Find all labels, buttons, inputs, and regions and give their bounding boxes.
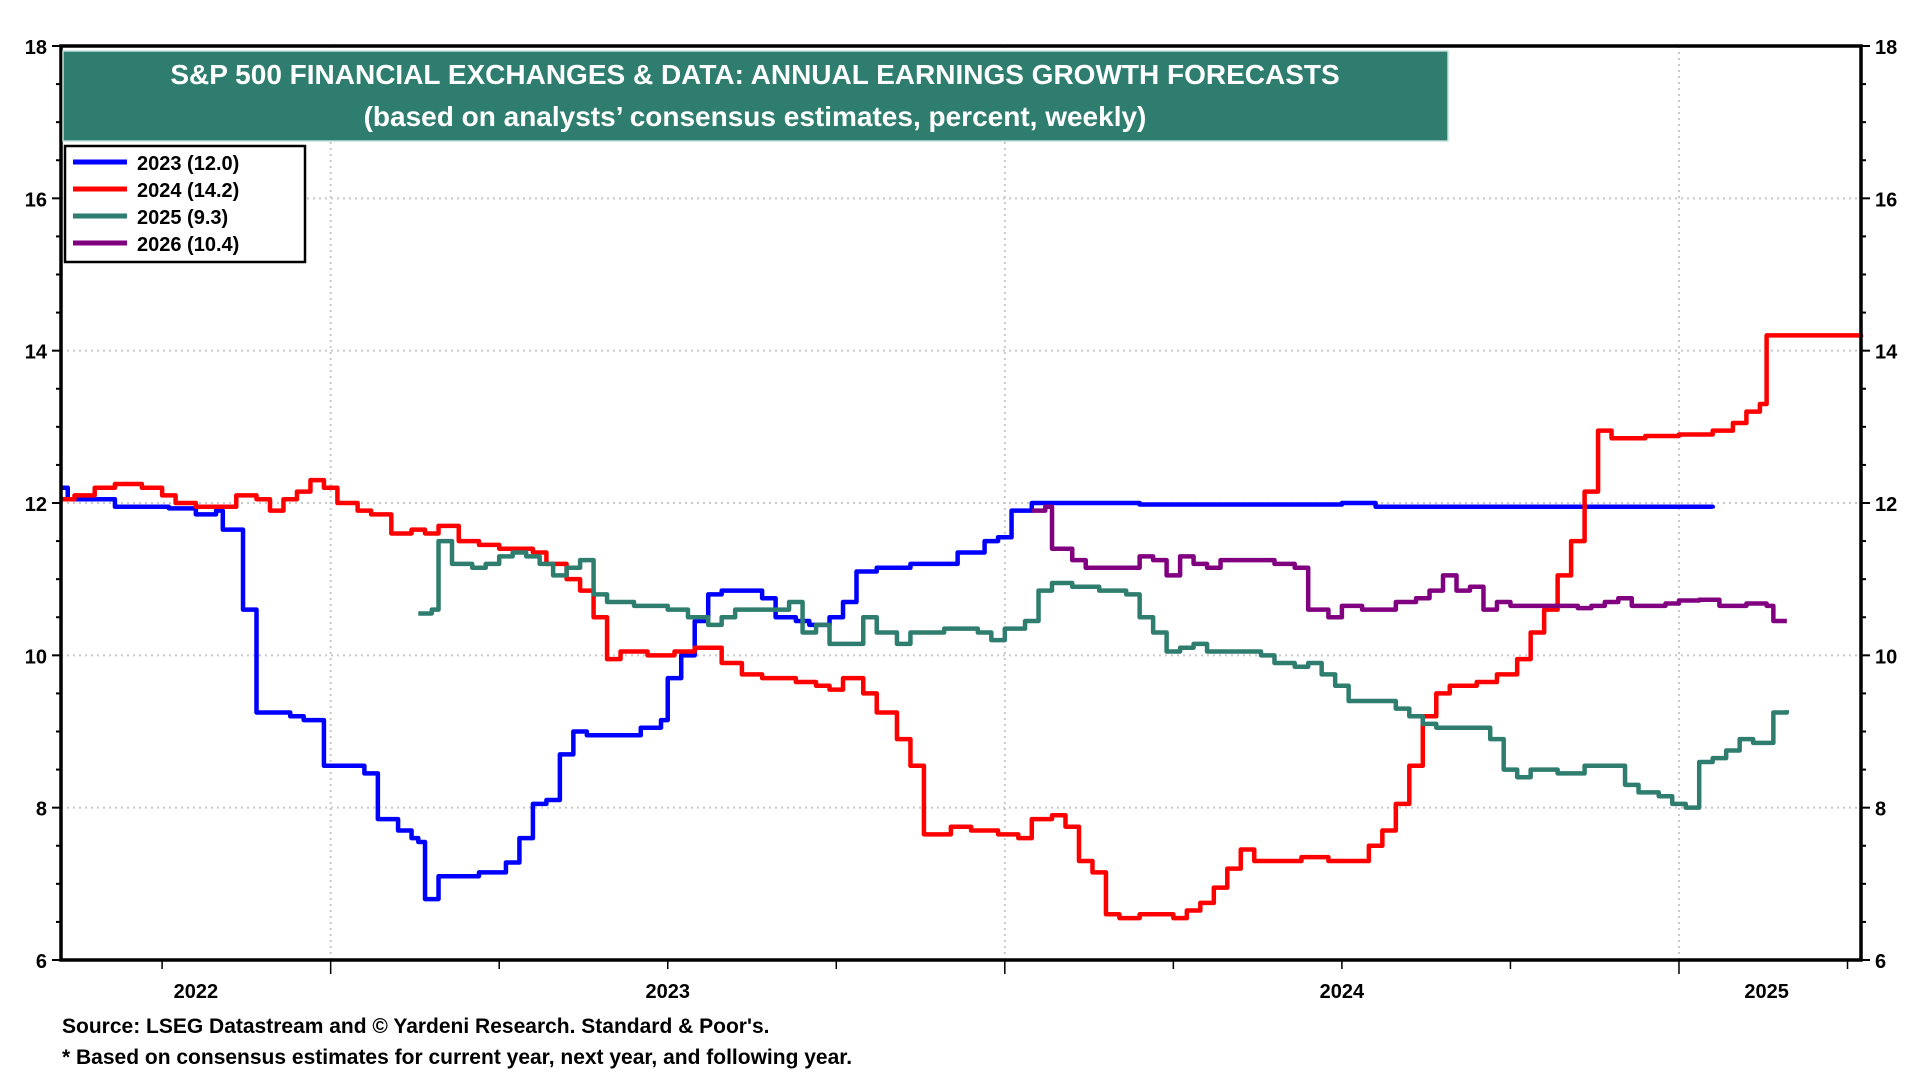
y-tick-label-right: 10 [1875, 646, 1897, 668]
series-lines [61, 333, 1864, 921]
y-axis-right: 6 8 10 12 14 16 18 [1861, 37, 1898, 973]
series-line-1 [61, 485, 1715, 902]
legend-label-3: 2025 (9.3) [137, 207, 228, 229]
y-tick-label-left: 16 [25, 189, 47, 211]
legend-label-1: 2023 (12.0) [137, 153, 239, 175]
y-tick-label-left: 8 [36, 799, 47, 821]
footnote: * Based on consensus estimates for curre… [62, 1046, 853, 1069]
y-tick-label-left: 10 [25, 646, 47, 668]
legend: 2023 (12.0) 2024 (14.2) 2025 (9.3) 2026 (10… [63, 144, 307, 264]
source-note: Source: LSEG Datastream and © Yardeni Re… [62, 1015, 770, 1038]
gridlines [61, 46, 1861, 960]
y-axis-left: 6 8 10 12 14 16 18 [25, 37, 61, 973]
y-tick-label-right: 6 [1875, 951, 1886, 973]
y-tick-label-right: 12 [1875, 494, 1897, 516]
series-line-2 [61, 333, 1864, 921]
y-tick-label-left: 14 [25, 342, 48, 364]
y-tick-label-right: 16 [1875, 189, 1897, 211]
x-tick-label: 2023 [645, 981, 690, 1003]
y-tick-label-left: 18 [25, 37, 47, 59]
legend-label-2: 2024 (14.2) [137, 180, 239, 202]
y-tick-label-left: 12 [25, 494, 47, 516]
chart-subtitle: (based on analysts’ consensus estimates,… [364, 101, 1147, 132]
series-line-3 [418, 538, 1790, 810]
y-tick-label-right: 18 [1875, 37, 1897, 59]
title-box: S&P 500 FINANCIAL EXCHANGES & DATA: ANNU… [62, 50, 1449, 142]
x-tick-label: 2025 [1744, 981, 1789, 1003]
chart-title: S&P 500 FINANCIAL EXCHANGES & DATA: ANNU… [170, 59, 1339, 90]
legend-label-4: 2026 (10.4) [137, 234, 239, 256]
y-tick-label-right: 14 [1875, 342, 1898, 364]
x-tick-label: 2024 [1320, 981, 1365, 1003]
y-tick-label-right: 8 [1875, 799, 1886, 821]
x-tick-label: 2022 [174, 981, 219, 1003]
y-tick-label-left: 6 [36, 951, 47, 973]
series-line-4 [1031, 504, 1787, 624]
x-axis: 2022 2023 2024 2025 [161, 960, 1849, 1003]
